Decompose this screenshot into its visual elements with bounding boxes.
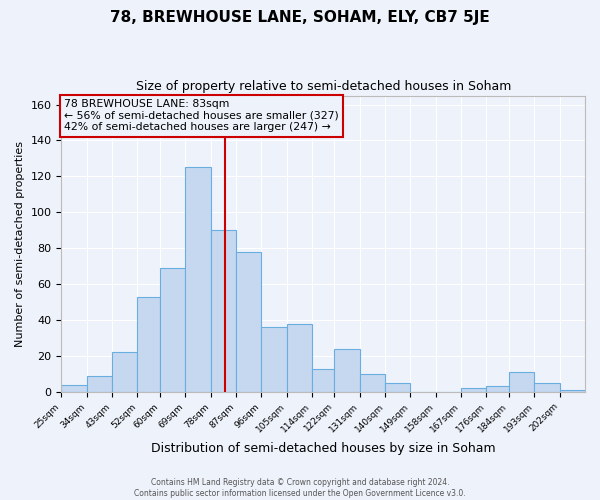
Bar (160, 268, 185, 392)
Bar (560, 390, 585, 392)
Bar (185, 168, 211, 392)
Title: Size of property relative to semi-detached houses in Soham: Size of property relative to semi-detach… (136, 80, 511, 93)
Bar (137, 296, 160, 392)
Bar (461, 388, 487, 392)
Bar (385, 383, 410, 392)
Bar (236, 252, 261, 392)
Bar (487, 386, 509, 392)
Bar (87, 376, 112, 392)
Bar (334, 349, 360, 392)
Bar (261, 327, 287, 392)
Y-axis label: Number of semi-detached properties: Number of semi-detached properties (15, 140, 25, 346)
Bar (509, 372, 535, 392)
Bar (211, 230, 236, 392)
Text: 78 BREWHOUSE LANE: 83sqm
← 56% of semi-detached houses are smaller (327)
42% of : 78 BREWHOUSE LANE: 83sqm ← 56% of semi-d… (64, 99, 339, 132)
X-axis label: Distribution of semi-detached houses by size in Soham: Distribution of semi-detached houses by … (151, 442, 496, 455)
Bar (312, 368, 334, 392)
Bar (112, 352, 137, 392)
Bar (61, 384, 87, 392)
Bar (360, 374, 385, 392)
Text: Contains HM Land Registry data © Crown copyright and database right 2024.
Contai: Contains HM Land Registry data © Crown c… (134, 478, 466, 498)
Bar (535, 383, 560, 392)
Bar (287, 324, 312, 392)
Text: 78, BREWHOUSE LANE, SOHAM, ELY, CB7 5JE: 78, BREWHOUSE LANE, SOHAM, ELY, CB7 5JE (110, 10, 490, 25)
